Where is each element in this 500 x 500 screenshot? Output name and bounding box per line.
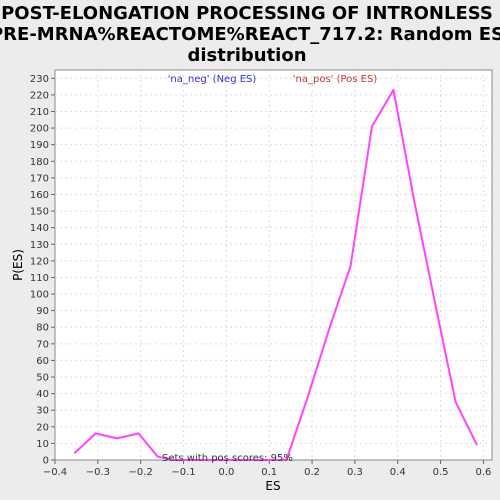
annotation-text: Sets with pos scores: 95%	[162, 453, 293, 464]
y-tick-label: 70	[36, 339, 49, 350]
y-tick-label: 90	[36, 306, 49, 317]
title-line-3: distribution	[187, 45, 306, 66]
y-tick-label: 140	[30, 223, 49, 234]
y-tick-label: 30	[36, 406, 49, 417]
x-tick-label: 0.4	[390, 467, 406, 478]
legend-entry-neg: 'na_neg' (Neg ES)	[168, 74, 257, 85]
x-tick-label: 0.2	[304, 467, 320, 478]
y-tick-label: 220	[30, 90, 49, 101]
y-tick-label: 190	[30, 140, 49, 151]
x-axis-label: ES	[265, 479, 280, 493]
y-tick-label: 210	[30, 107, 49, 118]
legend: 'na_neg' (Neg ES) 'na_pos' (Pos ES)	[168, 74, 378, 85]
title-line-1: POST-ELONGATION PROCESSING OF INTRONLESS	[1, 3, 493, 24]
y-tick-label: 200	[30, 124, 49, 135]
series-layer	[73, 88, 478, 461]
x-tick-label: −0.1	[171, 467, 195, 478]
x-axis-ticks: −0.4 −0.3 −0.2 −0.1 0.0 0.1 0.2 0.3 0.4 0.5 0.6	[43, 460, 491, 478]
y-tick-label: 20	[36, 422, 49, 433]
x-tick-label: 0.0	[218, 467, 234, 478]
y-tick-label: 130	[30, 240, 49, 251]
x-tick-label: −0.2	[129, 467, 153, 478]
x-tick-label: 0.1	[261, 467, 277, 478]
grid-lines	[55, 70, 492, 460]
x-tick-label: −0.3	[86, 467, 110, 478]
y-tick-label: 0	[43, 456, 49, 467]
y-axis-label: P(ES)	[11, 249, 25, 281]
y-tick-label: 120	[30, 256, 49, 267]
y-tick-label: 60	[36, 356, 49, 367]
y-tick-label: 230	[30, 74, 49, 85]
y-tick-label: 50	[36, 373, 49, 384]
x-tick-label: 0.3	[347, 467, 363, 478]
plot-area	[54, 69, 493, 461]
y-tick-label: 100	[30, 290, 49, 301]
y-tick-label: 160	[30, 190, 49, 201]
x-tick-label: 0.5	[433, 467, 449, 478]
y-tick-label: 80	[36, 323, 49, 334]
y-tick-label: 150	[30, 207, 49, 218]
y-tick-label: 180	[30, 157, 49, 168]
x-tick-label: −0.4	[43, 467, 67, 478]
x-tick-label: 0.6	[475, 467, 491, 478]
y-tick-label: 10	[36, 439, 49, 450]
legend-entry-pos: 'na_pos' (Pos ES)	[293, 74, 378, 85]
y-axis-ticks: 0 10 20 30 40 50 60 70 80 90 100 110 120 130 140 150 160…	[30, 74, 55, 467]
title-line-2: PRE-MRNA%REACTOME%REACT_717.2: Random ES	[0, 24, 500, 45]
y-tick-label: 110	[30, 273, 49, 284]
y-tick-label: 170	[30, 173, 49, 184]
y-tick-label: 40	[36, 389, 49, 400]
chart-title: POST-ELONGATION PROCESSING OF INTRONLESS…	[0, 3, 500, 66]
series-line	[73, 88, 478, 461]
